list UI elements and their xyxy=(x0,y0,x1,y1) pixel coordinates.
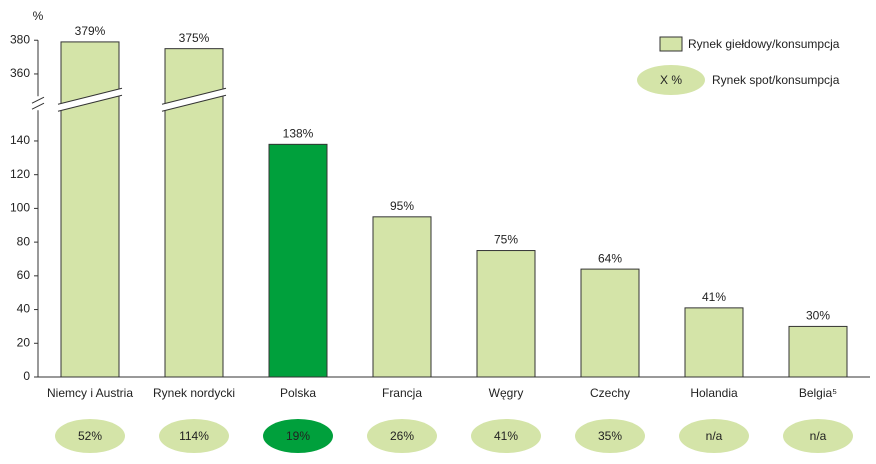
y-tick-label: 40 xyxy=(17,302,31,316)
spot-label: 52% xyxy=(78,429,102,443)
legend-symbol-label: X % xyxy=(660,73,682,87)
bar-break xyxy=(162,88,226,112)
value-label: 75% xyxy=(494,233,518,247)
legend-label: Rynek giełdowy/konsumpcja xyxy=(688,37,840,51)
spot-ellipse xyxy=(367,419,437,453)
x-tick-label: Francja xyxy=(382,386,422,400)
y-tick-label: 360 xyxy=(10,66,30,80)
axis-break-gap xyxy=(32,96,44,111)
value-label: 138% xyxy=(283,127,314,141)
spot-label: n/a xyxy=(810,429,827,443)
value-label: 41% xyxy=(702,290,726,304)
value-label: 375% xyxy=(179,31,210,45)
bar-break-line xyxy=(57,87,123,105)
x-tick-label: Niemcy i Austria xyxy=(47,386,133,400)
y-tick-label: 80 xyxy=(17,234,31,248)
y-tick-label: 140 xyxy=(10,133,30,147)
y-tick-label: 120 xyxy=(10,167,30,181)
axis-break-mark xyxy=(31,102,45,110)
value-label: 30% xyxy=(806,309,830,323)
value-label: 379% xyxy=(75,24,106,38)
spot-ellipse xyxy=(471,419,541,453)
spot-ellipse xyxy=(159,419,229,453)
spot-ellipse xyxy=(55,419,125,453)
spot-ellipse xyxy=(783,419,853,453)
bar-break-line xyxy=(161,87,227,105)
y-tick-label: 60 xyxy=(17,268,31,282)
value-label: 95% xyxy=(390,199,414,213)
bar-break-line xyxy=(57,94,123,112)
bar xyxy=(268,143,328,378)
x-tick-label: Węgry xyxy=(489,386,524,400)
spot-ellipse xyxy=(679,419,749,453)
x-tick-label: Holandia xyxy=(690,386,738,400)
bar-break xyxy=(58,88,122,112)
y-unit: % xyxy=(33,9,44,23)
bar xyxy=(476,250,536,378)
spot-label: 35% xyxy=(598,429,622,443)
spot-label: 114% xyxy=(179,429,209,443)
legend-label: Rynek spot/konsumpcja xyxy=(712,73,840,87)
spot-ellipse xyxy=(263,419,333,453)
y-tick-label: 100 xyxy=(10,201,30,215)
bar xyxy=(684,307,744,378)
spot-label: 26% xyxy=(390,429,414,443)
legend-ellipse xyxy=(637,65,705,95)
axis-break-mark xyxy=(31,96,45,104)
bar xyxy=(788,325,848,378)
bar-break-line xyxy=(161,94,227,112)
x-tick-label: Polska xyxy=(280,386,316,400)
bar xyxy=(372,216,432,378)
x-tick-label: Belgia⁵ xyxy=(799,386,837,400)
spot-ellipse xyxy=(575,419,645,453)
bar xyxy=(580,268,640,378)
spot-label: n/a xyxy=(706,429,723,443)
y-tick-label: 380 xyxy=(10,32,30,46)
legend-swatch xyxy=(659,36,683,52)
x-tick-label: Rynek nordycki xyxy=(153,386,235,400)
spot-label: 41% xyxy=(494,429,518,443)
x-tick-label: Czechy xyxy=(590,386,630,400)
spot-label: 19% xyxy=(286,429,310,443)
y-tick-label: 0 xyxy=(23,369,30,383)
value-label: 64% xyxy=(598,251,622,265)
y-tick-label: 20 xyxy=(17,335,31,349)
